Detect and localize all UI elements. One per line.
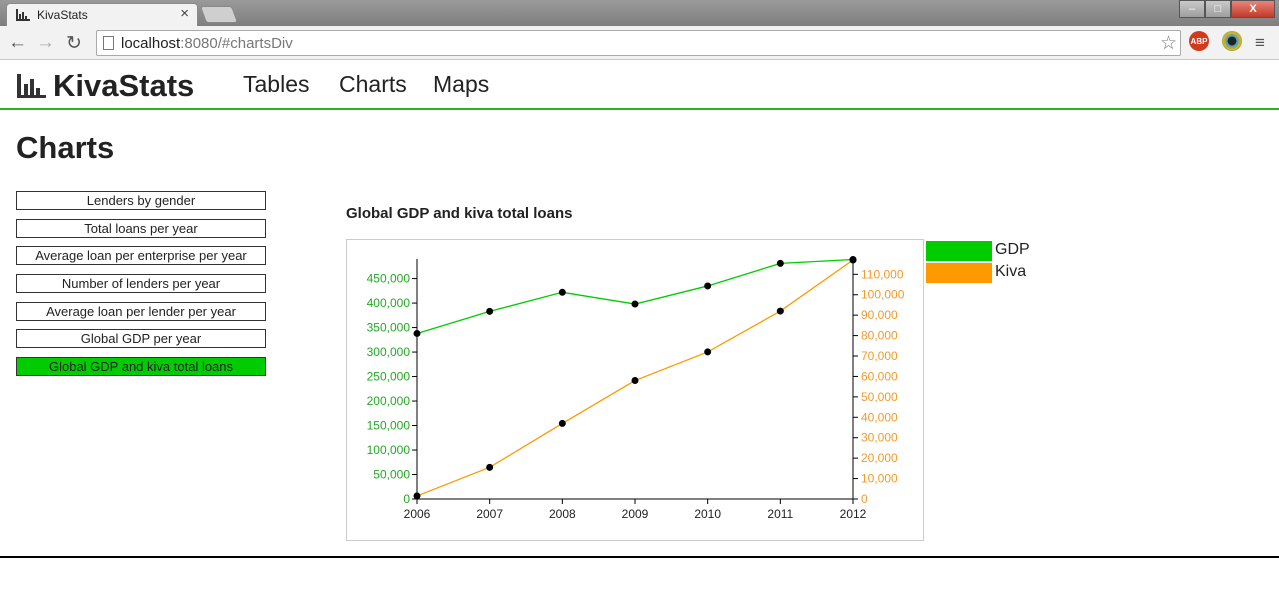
data-point-gdp [558, 288, 566, 296]
y-right-tick-label: 90,000 [861, 308, 898, 322]
chart-button-lenders-by-gender[interactable]: Lenders by gender [16, 191, 266, 210]
y-left-tick-label: 0 [403, 492, 410, 506]
browser-tab[interactable]: KivaStats × [6, 3, 198, 26]
legend-item-kiva: Kiva [926, 263, 1046, 285]
footer-divider [0, 556, 1279, 558]
site-header: KivaStats Tables Charts Maps [0, 61, 1279, 110]
x-tick-label: 2008 [549, 507, 576, 521]
chart-button-avg-loan-lender[interactable]: Average loan per lender per year [16, 302, 266, 321]
y-right-tick-label: 10,000 [861, 472, 898, 486]
data-point-gdp [704, 282, 712, 290]
data-point-gdp [776, 259, 784, 267]
y-left-tick-label: 300,000 [367, 345, 411, 359]
x-tick-label: 2006 [404, 507, 431, 521]
legend-label-gdp: GDP [995, 241, 1030, 258]
y-left-tick-label: 250,000 [367, 370, 411, 384]
data-point-kiva [558, 419, 566, 427]
y-right-tick-label: 80,000 [861, 329, 898, 343]
data-point-kiva [486, 463, 494, 471]
legend-swatch-gdp [926, 241, 992, 261]
y-left-tick-label: 100,000 [367, 443, 411, 457]
line-chart: 0 50,000 100,000 150,000 200,000 250,000 300,0… [367, 255, 905, 521]
bar-chart-icon [16, 9, 30, 21]
close-window-button[interactable]: X [1231, 0, 1275, 18]
y-right-tick-label: 50,000 [861, 390, 898, 404]
data-point-kiva [631, 377, 639, 385]
browser-menu-icon[interactable]: ≡ [1255, 33, 1265, 52]
x-tick-label: 2012 [840, 507, 867, 521]
nav-tables[interactable]: Tables [243, 71, 310, 97]
y-right-tick-label: 40,000 [861, 410, 898, 424]
back-arrow-icon[interactable]: ← [8, 32, 27, 53]
legend-item-gdp: GDP [926, 241, 1046, 263]
y-left-tick-label: 200,000 [367, 394, 411, 408]
page-icon [103, 36, 114, 50]
y-right-tick-label: 100,000 [861, 288, 905, 302]
brand-name[interactable]: KivaStats [53, 68, 195, 103]
chart-legend: GDP Kiva [926, 241, 1046, 285]
y-right-tick-label: 60,000 [861, 369, 898, 383]
chart-title: Global GDP and kiva total loans [346, 205, 573, 222]
maximize-button[interactable]: □ [1205, 0, 1231, 18]
y-left-tick-label: 150,000 [367, 419, 411, 433]
chart-button-number-of-lenders[interactable]: Number of lenders per year [16, 274, 266, 293]
y-left-tick-label: 350,000 [367, 321, 411, 335]
chart-frame [346, 239, 924, 541]
y-left-tick-label: 400,000 [367, 296, 411, 310]
chart-button-gdp-and-kiva[interactable]: Global GDP and kiva total loans [16, 357, 266, 376]
series-line-gdp [416, 258, 854, 335]
page-title: Charts [16, 130, 115, 165]
new-tab-button[interactable] [199, 6, 239, 23]
x-tick-label: 2010 [694, 507, 721, 521]
minimize-button[interactable]: – [1179, 0, 1205, 18]
x-tick-label: 2009 [622, 507, 649, 521]
data-point-gdp [631, 300, 639, 308]
address-bar[interactable]: localhost:8080/#chartsDiv ☆ [96, 30, 1181, 56]
chart-button-global-gdp[interactable]: Global GDP per year [16, 329, 266, 348]
y-right-tick-label: 20,000 [861, 451, 898, 465]
color-picker-extension-icon[interactable] [1222, 31, 1242, 51]
y-right-tick-label: 70,000 [861, 349, 898, 363]
data-point-kiva [776, 307, 784, 315]
tab-close-icon[interactable]: × [180, 5, 189, 22]
forward-arrow-icon[interactable]: → [36, 32, 55, 53]
nav-maps[interactable]: Maps [433, 71, 490, 97]
nav-charts[interactable]: Charts [339, 71, 407, 97]
y-right-tick-label: 30,000 [861, 431, 898, 445]
window-controls: – □ X [1179, 0, 1275, 18]
data-point-kiva [849, 256, 857, 264]
url-text[interactable]: localhost:8080/#chartsDiv [121, 35, 293, 52]
x-tick-label: 2011 [767, 507, 793, 521]
reload-icon[interactable]: ↻ [66, 33, 82, 54]
bar-chart-logo-icon [17, 74, 46, 98]
chart-button-avg-loan-enterprise[interactable]: Average loan per enterprise per year [16, 246, 266, 265]
y-right-tick-label: 0 [861, 492, 868, 506]
legend-swatch-kiva [926, 263, 992, 283]
data-point-gdp [486, 307, 494, 315]
tab-title: KivaStats [37, 8, 88, 22]
bookmark-star-icon[interactable]: ☆ [1159, 33, 1177, 54]
legend-label-kiva: Kiva [995, 263, 1027, 280]
y-right-tick-label: 110,000 [861, 267, 904, 281]
data-point-kiva [704, 348, 712, 356]
browser-titlebar: KivaStats × – □ X [0, 0, 1279, 26]
browser-toolbar: ← → ↻ localhost:8080/#chartsDiv ☆ ABP ≡ [0, 26, 1279, 60]
x-tick-label: 2007 [476, 507, 503, 521]
chart-button-total-loans[interactable]: Total loans per year [16, 219, 266, 238]
y-left-tick-label: 50,000 [373, 468, 410, 482]
data-point-gdp [413, 329, 421, 337]
data-point-kiva [413, 492, 421, 500]
adblock-extension-icon[interactable]: ABP [1189, 31, 1209, 51]
y-left-tick-label: 450,000 [367, 272, 411, 286]
